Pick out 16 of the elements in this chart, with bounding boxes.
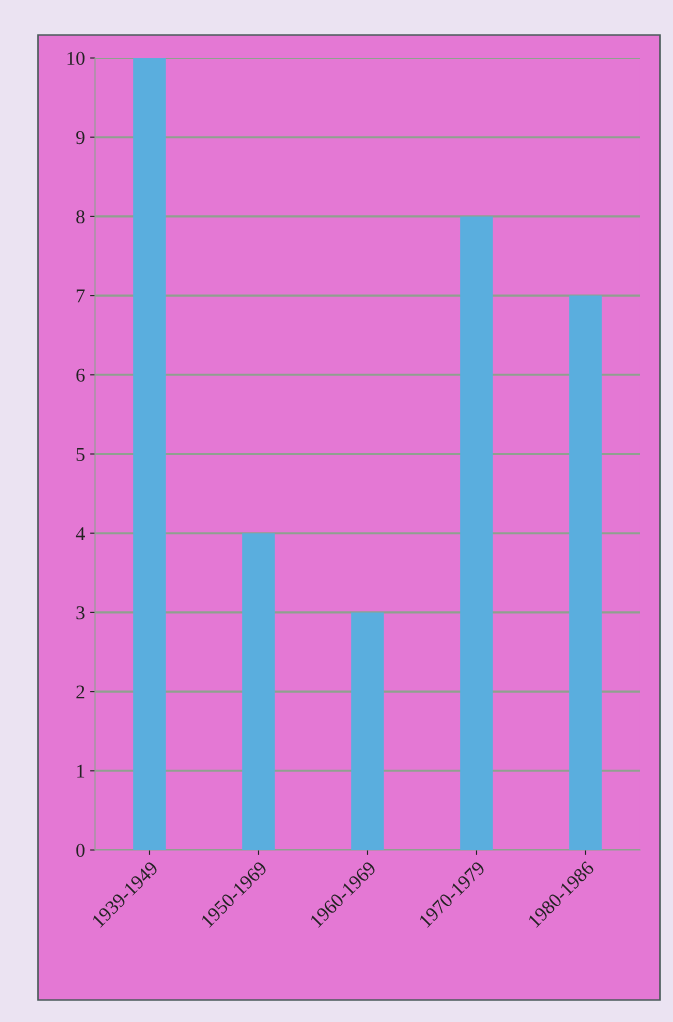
bar — [351, 612, 384, 850]
y-tick-label: 0 — [76, 843, 85, 857]
y-tick-label: 5 — [76, 448, 85, 461]
bar — [242, 533, 275, 850]
y-tick-label: 10 — [67, 51, 85, 65]
bar — [460, 216, 493, 850]
y-tick-label: 6 — [76, 368, 85, 382]
bar — [569, 295, 602, 850]
y-tick-label: 3 — [76, 606, 85, 620]
y-tick-label: 8 — [76, 210, 85, 224]
y-tick-label: 1 — [77, 764, 85, 778]
y-tick-label: 2 — [76, 685, 85, 699]
y-tick-label: 7 — [76, 289, 85, 303]
y-tick-label: 9 — [76, 131, 85, 145]
bar — [133, 58, 166, 850]
y-tick-label: 4 — [75, 527, 85, 540]
